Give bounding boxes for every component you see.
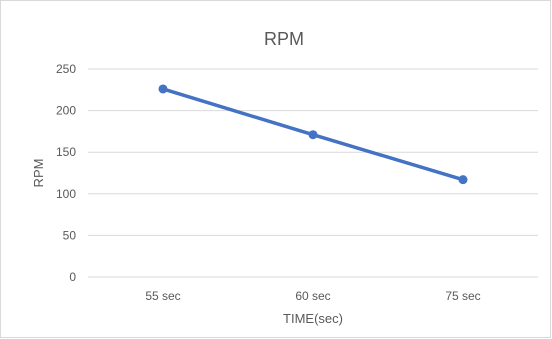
x-tick-label: 75 sec xyxy=(445,289,480,303)
series-group xyxy=(158,84,468,185)
gridlines xyxy=(88,68,538,278)
y-axis-title: RPM xyxy=(31,159,46,188)
data-point xyxy=(308,130,318,140)
y-tick-label: 0 xyxy=(69,270,76,284)
y-tick-label: 50 xyxy=(63,228,77,242)
x-tick-label: 60 sec xyxy=(295,289,330,303)
y-tick-label: 150 xyxy=(56,145,76,159)
data-point xyxy=(458,175,468,185)
chart-title: RPM xyxy=(264,29,304,49)
data-point xyxy=(158,84,168,94)
y-tick-labels: 0 50 100 150 200 250 xyxy=(56,62,76,284)
x-axis-title: TIME(sec) xyxy=(283,311,343,326)
y-tick-label: 200 xyxy=(56,104,76,118)
y-tick-label: 250 xyxy=(56,62,76,76)
x-tick-label: 55 sec xyxy=(145,289,180,303)
y-tick-label: 100 xyxy=(56,187,76,201)
x-tick-labels: 55 sec 60 sec 75 sec xyxy=(145,289,480,303)
